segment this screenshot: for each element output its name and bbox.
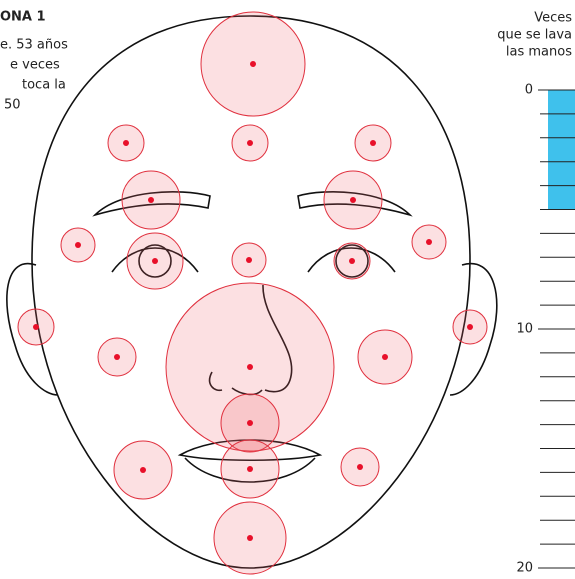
person-text: e veces: [10, 58, 60, 73]
y-tick-label: 0: [525, 83, 533, 98]
gauge-title: que se lava: [497, 28, 572, 43]
y-tick-label: 10: [516, 322, 533, 337]
touch-spots: [18, 12, 487, 574]
gauge-title: las manos: [506, 45, 572, 60]
y-tick-label: 20: [516, 561, 533, 576]
person-text: toca la: [22, 78, 66, 93]
person-text: 50: [4, 98, 21, 113]
infographic: ONA 1 e. 53 años e veces toca la 50 Vece…: [0, 0, 575, 579]
gauge-title: Veces: [534, 11, 572, 26]
gauge-fill: [548, 90, 575, 210]
person-title: ONA 1: [0, 10, 46, 25]
person-text: e. 53 años: [0, 38, 68, 53]
